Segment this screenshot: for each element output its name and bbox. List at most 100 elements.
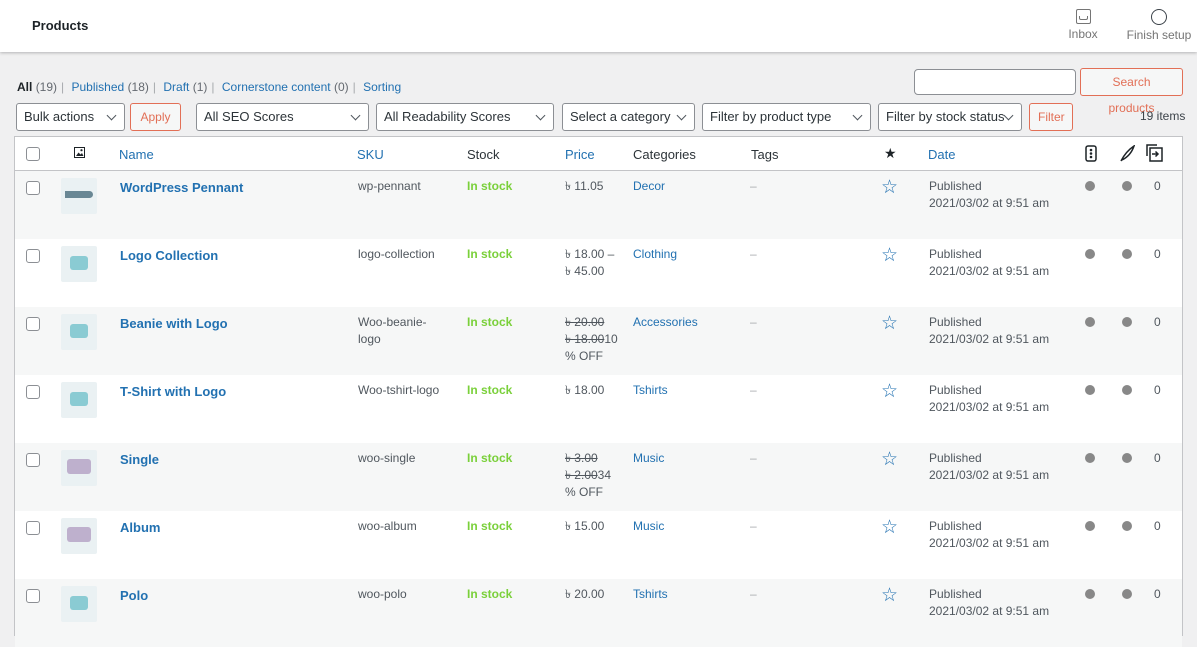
category-link[interactable]: Tshirts: [633, 383, 668, 397]
featured-star-icon[interactable]: ☆: [881, 177, 899, 198]
sku-value: logo-collection: [358, 247, 435, 261]
row-checkbox[interactable]: [26, 317, 40, 331]
publish-date: 2021/03/02 at 9:51 am: [929, 468, 1050, 482]
price-cell: ৳ 15.00: [565, 518, 604, 535]
product-type-select[interactable]: Filter by product type: [702, 103, 871, 131]
readability-score-value: All Readability Scores: [384, 109, 511, 124]
product-thumbnail[interactable]: [61, 450, 97, 486]
seo-score-icon[interactable]: [1085, 145, 1097, 162]
view-draft-count: (1): [192, 80, 208, 94]
readability-score-dot: [1122, 317, 1132, 327]
product-thumbnail[interactable]: [61, 382, 97, 418]
sku-value: woo-polo: [358, 587, 407, 601]
stock-status: In stock: [467, 179, 513, 193]
category-select[interactable]: Select a category: [562, 103, 695, 131]
tags-cell: –: [750, 179, 757, 193]
internal-links-count: 0: [1154, 315, 1161, 329]
sku-value: Woo-tshirt-logo: [358, 383, 440, 397]
table-row: Single woo-single In stock ৳ 3.00 ৳ 2.0034 % …: [15, 443, 1182, 511]
featured-star-icon[interactable]: ☆: [881, 517, 899, 538]
progress-circle-icon: [1151, 9, 1167, 25]
column-categories: Categories: [633, 147, 696, 162]
view-cornerstone[interactable]: Cornerstone content: [221, 80, 331, 94]
search-input[interactable]: [914, 69, 1076, 95]
column-date[interactable]: Date: [928, 147, 956, 162]
view-published[interactable]: Published: [71, 80, 125, 94]
product-thumbnail[interactable]: [61, 246, 97, 282]
sale-price: ৳ 18.00: [565, 332, 605, 346]
view-sorting[interactable]: Sorting: [363, 80, 402, 94]
sku-cell: Woo-beanie-logo: [358, 314, 426, 348]
select-all-checkbox[interactable]: [26, 147, 40, 161]
column-name[interactable]: Name: [119, 147, 154, 162]
filter-button[interactable]: Filter: [1029, 103, 1073, 131]
view-all[interactable]: All: [17, 80, 33, 94]
featured-star-icon[interactable]: ☆: [881, 449, 899, 470]
search-products-button[interactable]: Search products: [1080, 68, 1183, 115]
product-name-link[interactable]: Polo: [120, 588, 149, 603]
row-checkbox[interactable]: [26, 385, 40, 399]
product-thumbnail[interactable]: [61, 178, 97, 214]
price-value: ৳ 11.05: [565, 179, 604, 193]
product-thumbnail[interactable]: [61, 586, 97, 622]
product-name-link[interactable]: Logo Collection: [120, 248, 219, 263]
page-title: Products: [32, 18, 89, 33]
readability-score-dot: [1122, 385, 1132, 395]
bulk-actions-select[interactable]: Bulk actions: [16, 103, 125, 131]
featured-star-icon[interactable]: ☆: [881, 381, 899, 402]
row-checkbox[interactable]: [26, 249, 40, 263]
inbox-button[interactable]: Inbox: [1064, 7, 1102, 41]
publish-status: Published: [929, 315, 982, 329]
stock-status: In stock: [467, 451, 513, 465]
product-name-link[interactable]: Beanie with Logo: [120, 316, 228, 331]
view-cornerstone-count: (0): [333, 80, 349, 94]
chevron-down-icon: [350, 110, 361, 121]
internal-links-icon[interactable]: [1145, 144, 1165, 163]
publish-status: Published: [929, 587, 982, 601]
regular-price: ৳ 3.00: [565, 451, 598, 465]
row-checkbox[interactable]: [26, 521, 40, 535]
category-link[interactable]: Accessories: [633, 315, 698, 329]
price-cell: ৳ 18.00: [565, 382, 604, 399]
product-thumbnail[interactable]: [61, 518, 97, 554]
product-name-link[interactable]: Single: [120, 452, 160, 467]
readability-icon[interactable]: [1119, 145, 1135, 162]
chevron-down-icon: [1003, 110, 1014, 121]
column-sku[interactable]: SKU: [357, 147, 384, 162]
row-checkbox[interactable]: [26, 453, 40, 467]
readability-score-select[interactable]: All Readability Scores: [376, 103, 554, 131]
featured-star-icon[interactable]: ☆: [881, 313, 899, 334]
tags-cell: –: [750, 451, 757, 465]
product-name-link[interactable]: T-Shirt with Logo: [120, 384, 227, 399]
category-link[interactable]: Music: [633, 451, 665, 465]
row-checkbox[interactable]: [26, 589, 40, 603]
featured-star-icon[interactable]: ☆: [881, 245, 899, 266]
stock-status-select[interactable]: Filter by stock status: [878, 103, 1022, 131]
tags-cell: –: [750, 315, 757, 329]
featured-star-icon[interactable]: ★: [884, 145, 897, 161]
row-checkbox[interactable]: [26, 181, 40, 195]
column-price[interactable]: Price: [565, 147, 595, 162]
category-link[interactable]: Decor: [633, 179, 666, 193]
product-name-link[interactable]: WordPress Pennant: [120, 180, 244, 195]
status-views: All (19) | Published (18) | Draft (1) | Cor…: [17, 80, 402, 94]
publish-status: Published: [929, 179, 982, 193]
view-published-count: (18): [127, 80, 149, 94]
publish-status: Published: [929, 247, 982, 261]
publish-status: Published: [929, 451, 982, 465]
category-link[interactable]: Music: [633, 519, 665, 533]
product-name-link[interactable]: Album: [120, 520, 161, 535]
apply-button[interactable]: Apply: [130, 103, 181, 131]
table-row: Beanie with Logo Woo-beanie-logo In stock ৳…: [15, 307, 1182, 375]
table-row: Polo woo-polo In stock ৳ 20.00 Tshirts – ☆ Publ…: [15, 579, 1182, 647]
category-link[interactable]: Tshirts: [633, 587, 668, 601]
sku-cell: woo-album: [358, 518, 417, 535]
date-cell: Published 2021/03/02 at 9:51 am: [929, 450, 1049, 484]
view-draft[interactable]: Draft: [163, 80, 190, 94]
featured-star-icon[interactable]: ☆: [881, 585, 899, 606]
category-link[interactable]: Clothing: [633, 247, 678, 261]
product-thumbnail[interactable]: [61, 314, 97, 350]
regular-price: ৳ 20.00: [565, 315, 605, 329]
finish-setup-button[interactable]: Finish setup: [1124, 7, 1194, 42]
seo-score-select[interactable]: All SEO Scores: [196, 103, 369, 131]
